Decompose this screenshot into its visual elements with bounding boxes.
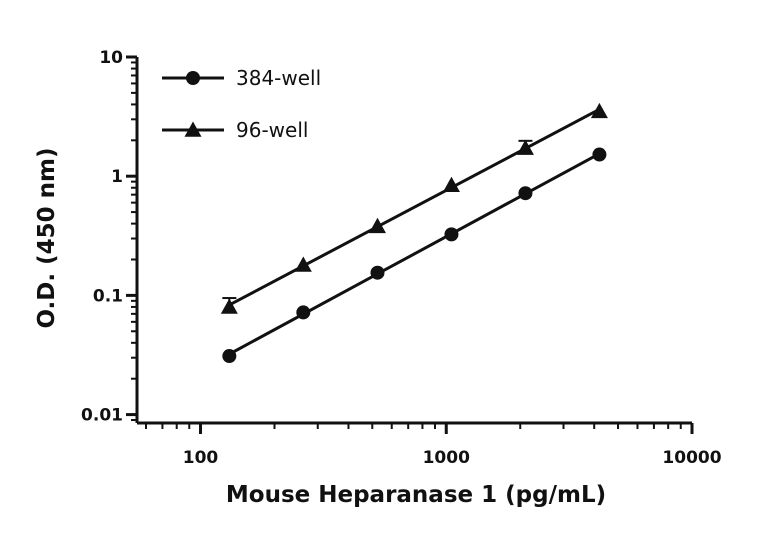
x-axis: 100 1000 10000 [137, 421, 722, 468]
data-point [222, 349, 237, 364]
data-point [592, 147, 607, 162]
y-tick-label: 1 [111, 167, 123, 187]
legend-label: 384-well [236, 66, 321, 90]
data-point [294, 256, 312, 272]
x-tick-label: 100 [183, 448, 219, 468]
data-point [368, 217, 386, 234]
legend-marker [184, 121, 202, 137]
x-tick-label: 10000 [662, 448, 721, 468]
plot-area [220, 102, 608, 364]
data-point [442, 176, 460, 193]
legend-marker [186, 71, 200, 85]
legend-label: 96-well [236, 118, 308, 142]
x-axis-title: Mouse Heparanase 1 (pg/mL) [226, 482, 606, 508]
y-axis-title: O.D. (450 nm) [34, 147, 60, 328]
data-point [296, 305, 311, 320]
data-point [220, 298, 238, 314]
data-point [444, 227, 459, 242]
data-point [370, 265, 385, 280]
y-tick-label: 0.1 [93, 286, 123, 306]
y-tick-label: 0.01 [81, 406, 123, 426]
data-point [518, 186, 533, 201]
y-tick-label: 10 [99, 48, 123, 68]
data-point [516, 139, 534, 155]
x-tick-label: 1000 [423, 448, 470, 468]
y-axis: 0.01 0.1 1 10 [81, 48, 139, 426]
data-point [590, 102, 608, 119]
legend: 384-well 96-well [162, 66, 321, 142]
series-line [228, 152, 601, 356]
series-line [228, 108, 601, 307]
